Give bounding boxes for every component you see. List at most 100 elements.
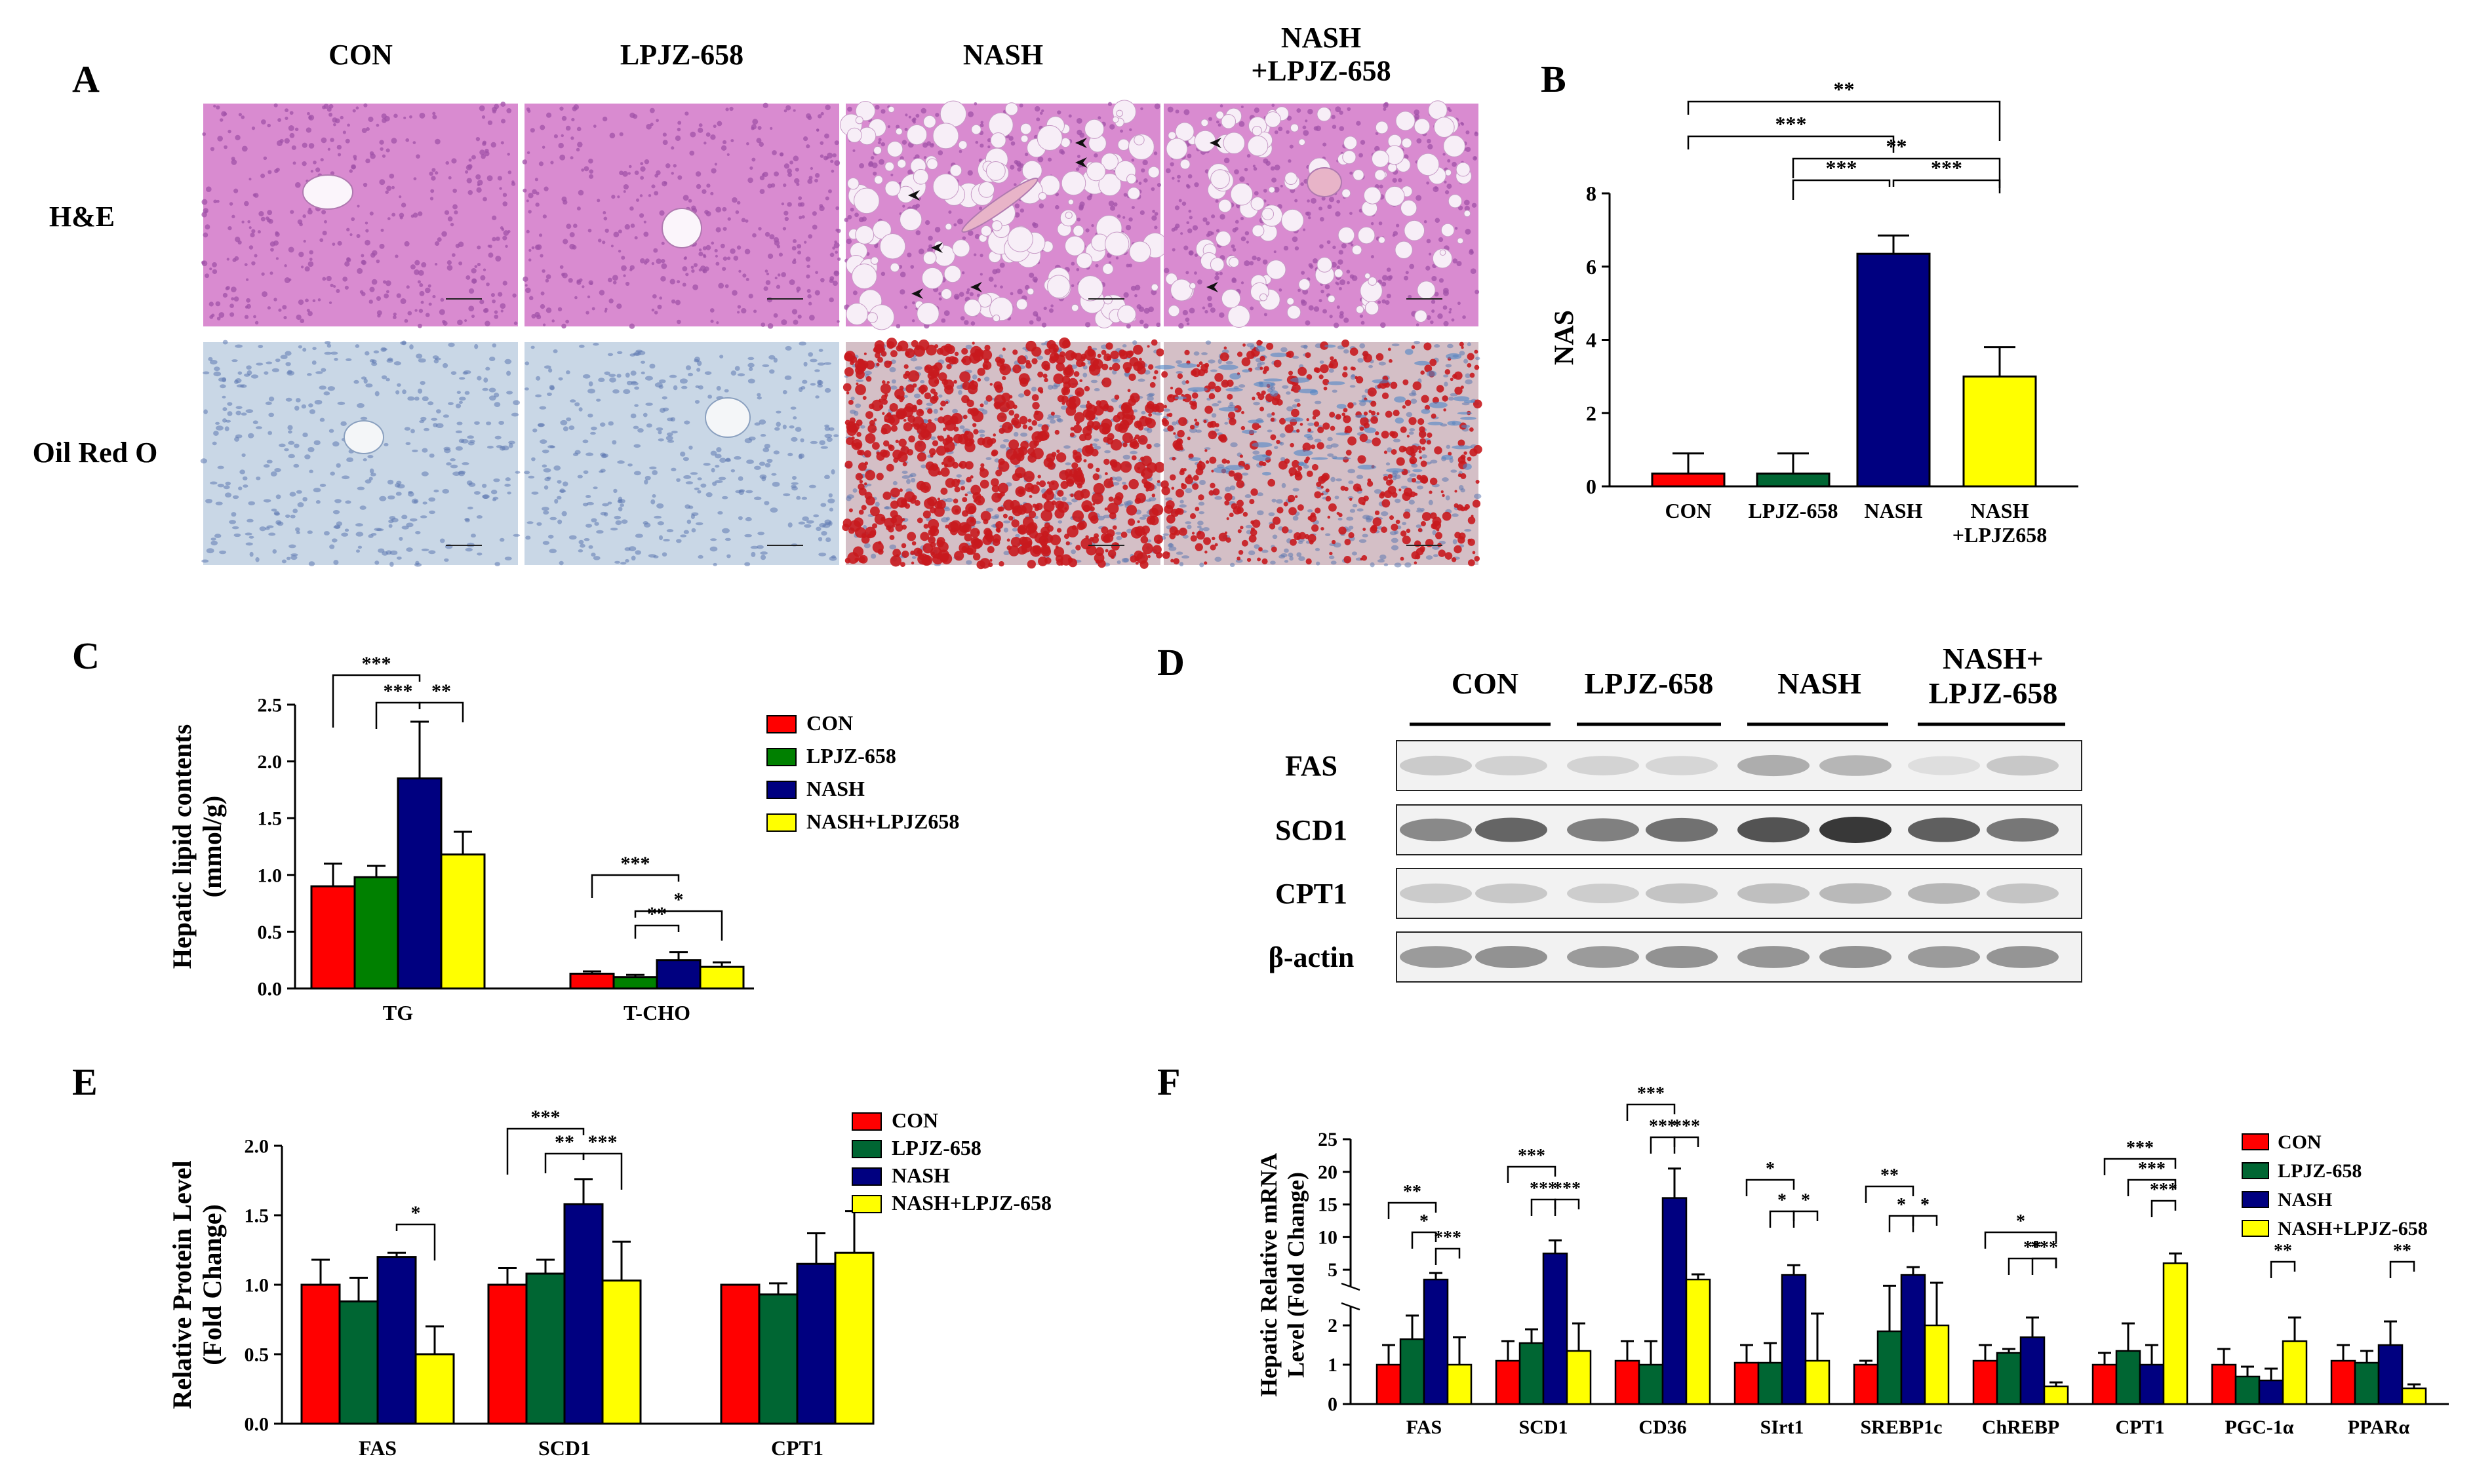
- significance-bracket: [2271, 1262, 2295, 1278]
- y-tick-label: 5: [1328, 1259, 1337, 1281]
- bar-0: [1652, 473, 1724, 486]
- significance-label: **: [1403, 1182, 1421, 1202]
- significance-bracket: [1555, 1200, 1579, 1216]
- significance-bracket: [1436, 1249, 1459, 1265]
- row-label-oil-red-o: Oil Red O: [33, 437, 158, 469]
- blot-band: [1987, 884, 2059, 904]
- significance-label: ***: [1673, 1116, 1700, 1137]
- bar-NASH+LPJZ-658: [1806, 1361, 1829, 1404]
- bar-NASH+LPJZ-658: [1448, 1365, 1471, 1404]
- significance-label: *: [1920, 1195, 1930, 1215]
- legend-swatch: [2242, 1220, 2268, 1236]
- significance-bracket: [376, 703, 420, 729]
- y-tick-label: 15: [1318, 1194, 1337, 1216]
- legend-label: LPJZ-658: [2278, 1160, 2362, 1182]
- bar-3: [1964, 376, 2036, 486]
- bar-NASH+LPJZ-658: [2283, 1341, 2307, 1404]
- legend-label: NASH+LPJZ658: [806, 810, 959, 833]
- bar-LPJZ-658: [1997, 1353, 2021, 1404]
- y-tick-label: 25: [1318, 1129, 1337, 1150]
- legend-swatch: [767, 814, 796, 831]
- blot-band: [1908, 883, 1980, 904]
- significance-bracket: [1389, 1203, 1436, 1219]
- significance-label: **: [1880, 1165, 1899, 1186]
- significance-label: *: [411, 1202, 421, 1224]
- bar-NASH+LPJZ-658: [1686, 1279, 1710, 1404]
- significance-bracket: [397, 1224, 435, 1260]
- significance-label: ***: [1637, 1084, 1665, 1104]
- legend-swatch: [852, 1141, 881, 1158]
- blot-band: [1567, 818, 1639, 841]
- significance-label: ***: [1931, 156, 1962, 180]
- panel-letter-c: C: [72, 635, 100, 677]
- x-tick-label: FAS: [1406, 1416, 1442, 1438]
- bar-CON: [2093, 1365, 2116, 1404]
- bar-NASH+LPJZ-658: [2164, 1263, 2187, 1404]
- significance-label: ***: [2138, 1159, 2166, 1179]
- bar-CON: [1735, 1363, 1758, 1404]
- blot-group-label: NASH+LPJZ-658: [1929, 642, 2058, 710]
- bar-LPJZ-658: [2116, 1351, 2140, 1404]
- blot-band: [1567, 756, 1639, 775]
- bar-CON: [2212, 1365, 2236, 1404]
- blot-band: [1567, 884, 1639, 903]
- bar-NASH: [398, 779, 441, 988]
- bar-CON: [1615, 1361, 1639, 1404]
- x-tick-label: ChREBP: [1982, 1416, 2059, 1438]
- he-stain-tissue-icon: [523, 103, 841, 329]
- bar-LPJZ-658: [340, 1301, 378, 1424]
- legend-label: LPJZ-658: [806, 744, 896, 768]
- significance-bracket: [1793, 180, 1890, 200]
- blot-band: [1819, 817, 1891, 843]
- blot-band: [1908, 946, 1980, 967]
- blot-band: [1475, 946, 1547, 968]
- bar-NASH: [797, 1264, 835, 1424]
- y-tick-label: 0.5: [258, 922, 283, 943]
- significance-bracket: [1890, 1216, 1913, 1232]
- bar-LPJZ-658: [1520, 1343, 1543, 1404]
- significance-label: **: [647, 903, 667, 925]
- y-tick-label: 0: [1586, 475, 1596, 498]
- significance-label: ***: [2150, 1180, 2177, 1200]
- y-tick-label: 6: [1586, 255, 1596, 279]
- blot-band: [1646, 884, 1718, 904]
- significance-label: ***: [1434, 1228, 1461, 1248]
- y-tick-label: 2: [1586, 401, 1596, 425]
- bar-CON: [1496, 1361, 1520, 1404]
- blot-band: [1987, 946, 2059, 968]
- significance-bracket: [1688, 102, 2000, 141]
- blot-strip: [1396, 805, 2082, 855]
- significance-bracket: [1793, 159, 2000, 188]
- bar-1: [1757, 473, 1829, 486]
- blot-band: [1646, 756, 1718, 775]
- blot-group-label: LPJZ-658: [1585, 667, 1714, 700]
- bar-LPJZ-658: [1878, 1331, 1901, 1404]
- bar-NASH+LPJZ-658: [2402, 1388, 2426, 1404]
- y-tick-label: 1.0: [258, 865, 283, 886]
- x-tick-label: SIrt1: [1760, 1416, 1804, 1438]
- bar-NASH: [1543, 1253, 1567, 1404]
- blot-band: [1475, 884, 1547, 903]
- significance-bracket: [1747, 1180, 1794, 1196]
- column-label: CON: [328, 39, 393, 71]
- x-tick-label: T-CHO: [624, 1001, 690, 1025]
- oil-red-o-tissue-icon: [842, 338, 1165, 569]
- significance-bracket: [1688, 136, 1893, 153]
- y-tick-label: 8: [1586, 182, 1596, 205]
- blot-band: [1646, 818, 1718, 842]
- column-label: LPJZ-658: [620, 39, 743, 71]
- y-axis-label: Hepatic lipid contents(mmol/g): [167, 724, 227, 969]
- significance-bracket: [2032, 1259, 2056, 1275]
- significance-bracket: [635, 926, 679, 939]
- significance-bracket: [2390, 1262, 2414, 1278]
- x-tick-label: CON: [1665, 499, 1711, 522]
- blot-band: [1737, 884, 1810, 904]
- bar-NASH: [378, 1257, 416, 1424]
- y-tick-label: 1.5: [258, 808, 283, 830]
- x-tick-label: SCD1: [1518, 1416, 1568, 1438]
- significance-bracket: [2152, 1201, 2175, 1217]
- significance-label: **: [2393, 1241, 2411, 1261]
